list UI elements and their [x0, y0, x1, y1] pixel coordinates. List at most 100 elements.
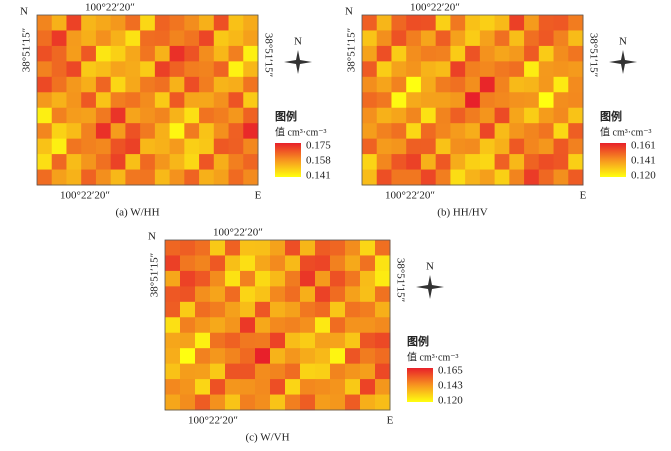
- raster-cell: [376, 45, 392, 62]
- raster-cell: [195, 332, 211, 349]
- raster-cell: [435, 154, 451, 171]
- raster-cell: [228, 138, 244, 155]
- raster-cell: [255, 348, 271, 365]
- raster-cell: [300, 317, 316, 334]
- raster-cell: [450, 15, 466, 31]
- raster-cell: [125, 154, 141, 171]
- raster-cell: [66, 123, 82, 140]
- raster-cell: [51, 138, 67, 155]
- raster-cell: [362, 61, 378, 78]
- raster-cell: [199, 138, 215, 155]
- raster-cell: [330, 348, 346, 365]
- legend-value: 0.161: [631, 140, 656, 152]
- raster-cell: [165, 348, 181, 365]
- raster-cell: [391, 15, 407, 31]
- raster-cell: [184, 138, 200, 155]
- raster-cell: [140, 154, 156, 171]
- raster-cell: [169, 123, 185, 140]
- raster-cell: [140, 61, 156, 78]
- raster-cell: [285, 363, 301, 380]
- raster-cell: [37, 30, 53, 47]
- raster-cell: [180, 394, 196, 411]
- raster-cell: [140, 15, 156, 31]
- raster-cell: [435, 30, 451, 47]
- lon-bottom: 100°22′20″: [385, 190, 435, 202]
- raster-cell: [37, 15, 53, 31]
- raster-cell: [66, 61, 82, 78]
- raster-cell: [509, 76, 525, 93]
- raster-cell: [95, 169, 112, 186]
- raster-cell: [568, 61, 584, 78]
- raster-cell: [553, 92, 569, 109]
- raster-cell: [51, 76, 67, 93]
- raster-cell: [568, 138, 584, 155]
- raster-cell: [315, 394, 331, 411]
- raster-cell: [509, 169, 525, 186]
- raster-cell: [538, 123, 555, 140]
- raster-cell: [195, 286, 211, 303]
- raster-cell: [376, 154, 392, 171]
- raster-cell: [37, 138, 53, 155]
- legend-title: 图例: [600, 109, 622, 123]
- raster-cell: [154, 154, 171, 171]
- raster-cell: [213, 30, 230, 47]
- raster-cell: [406, 92, 422, 109]
- raster-cell: [184, 107, 200, 124]
- raster-cell: [110, 154, 126, 171]
- raster-cell: [154, 107, 171, 124]
- raster-cell: [213, 61, 230, 78]
- raster-cell: [376, 76, 392, 93]
- raster-cell: [345, 332, 361, 349]
- raster-cell: [362, 15, 378, 31]
- legend-value: 0.143: [438, 380, 463, 392]
- raster-cell: [450, 30, 466, 47]
- raster-cell: [376, 30, 392, 47]
- raster-cell: [420, 92, 437, 109]
- caption: (c) W/VH: [245, 432, 289, 444]
- raster-cell: [110, 123, 126, 140]
- raster-cell: [270, 240, 286, 256]
- raster-cell: [330, 379, 346, 396]
- raster-cell: [110, 30, 126, 47]
- raster-cell: [360, 394, 376, 411]
- raster-cell: [195, 301, 211, 318]
- raster-cell: [538, 45, 555, 62]
- raster-cell: [362, 76, 378, 93]
- raster-cell: [376, 61, 392, 78]
- raster-cell: [199, 169, 215, 186]
- east-label: E: [580, 190, 587, 202]
- raster-cell: [420, 169, 437, 186]
- raster-cell: [228, 30, 244, 47]
- raster-cell: [125, 138, 141, 155]
- raster-cell: [125, 15, 141, 31]
- raster-cell: [210, 270, 226, 287]
- raster-cell: [213, 107, 230, 124]
- raster-cell: [37, 154, 53, 171]
- raster-cell: [169, 92, 185, 109]
- legend-value: 0.175: [306, 140, 331, 152]
- raster-cell: [225, 240, 241, 256]
- raster-cell: [479, 169, 496, 186]
- raster-cell: [362, 30, 378, 47]
- legend-value: 0.120: [631, 170, 656, 182]
- raster-cell: [95, 107, 112, 124]
- raster-cell: [315, 332, 331, 349]
- raster-cell: [210, 348, 226, 365]
- lon-top: 100°22′20″: [213, 227, 263, 239]
- map-panel: N 100°22′20″ 38°51′15″ 38°51′15″ 100°22′20″ E…: [20, 2, 331, 219]
- compass-n: N: [294, 36, 302, 48]
- raster-cell: [225, 348, 241, 365]
- raster-cell: [553, 123, 569, 140]
- raster-cell: [345, 286, 361, 303]
- raster-cell: [568, 107, 584, 124]
- raster-cell: [199, 61, 215, 78]
- raster-cell: [360, 348, 376, 365]
- raster-cell: [66, 107, 82, 124]
- raster-cell: [225, 332, 241, 349]
- raster-cell: [66, 92, 82, 109]
- raster-cell: [360, 255, 376, 272]
- raster-cell: [37, 61, 53, 78]
- north-label: N: [345, 6, 353, 18]
- raster-cell: [225, 270, 241, 287]
- raster-cell: [406, 107, 422, 124]
